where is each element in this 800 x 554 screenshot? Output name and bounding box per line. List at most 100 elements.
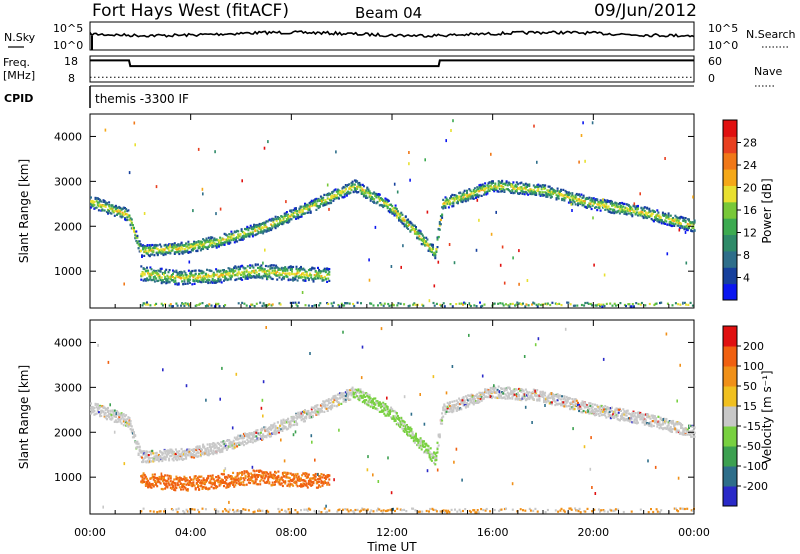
echo-cell	[270, 277, 273, 280]
echo-cell	[630, 212, 633, 215]
echo-cell	[134, 441, 137, 444]
echo-cell	[300, 415, 303, 419]
echo-cell	[590, 411, 593, 414]
echo-cell	[640, 301, 643, 305]
echo-cell	[322, 269, 325, 272]
echo-cell	[539, 390, 542, 393]
echo-cell	[139, 244, 142, 247]
echo-cell	[195, 277, 198, 280]
echo-cell	[195, 446, 198, 449]
echo-cell	[254, 264, 257, 267]
echo-cell	[591, 197, 594, 201]
echo-cell	[400, 220, 403, 223]
echo-cell	[684, 217, 687, 220]
echo-cell	[535, 391, 538, 394]
echo-cell	[246, 225, 249, 228]
echo-cell	[541, 303, 544, 306]
echo-cell	[225, 448, 228, 451]
echo-cell	[634, 206, 637, 210]
echo-cell	[409, 434, 412, 437]
echo-cell	[647, 215, 650, 218]
echo-cell	[191, 449, 194, 453]
echo-cell	[305, 415, 308, 418]
echo-cell	[281, 421, 284, 424]
echo-cell	[407, 227, 410, 230]
echo-cell	[237, 302, 240, 305]
echo-cell	[554, 190, 557, 193]
echo-cell	[413, 302, 416, 305]
echo-cell	[208, 269, 211, 272]
echo-cell	[355, 389, 357, 392]
echo-cell	[199, 447, 202, 451]
echo-cell	[157, 269, 160, 272]
echo-cell	[327, 272, 330, 275]
echo-cell	[317, 277, 319, 280]
echo-cell	[421, 445, 424, 448]
echo-cell	[481, 397, 484, 401]
echo-cell	[193, 456, 196, 459]
echo-cell	[178, 276, 181, 279]
echo-cell	[253, 305, 256, 308]
echo-cell	[160, 276, 163, 279]
echo-cell	[327, 407, 330, 410]
echo-cell	[520, 388, 523, 391]
echo-cell	[664, 219, 667, 222]
echo-cell	[304, 409, 306, 412]
echo-cell	[613, 212, 616, 215]
echo-cell	[317, 413, 320, 416]
echo-cell	[571, 192, 574, 195]
echo-cell	[384, 197, 387, 200]
echo-cell	[128, 423, 131, 426]
echo-cell	[272, 219, 275, 222]
echo-cell	[408, 220, 411, 223]
echo-cell	[556, 303, 558, 306]
echo-cell	[594, 411, 596, 414]
echo-cell	[347, 183, 350, 187]
echo-cell	[364, 189, 367, 192]
echo-cell	[464, 197, 467, 200]
echo-cell	[188, 250, 191, 254]
echo-cell	[155, 247, 158, 250]
echo-cell	[393, 409, 396, 413]
echo-cell	[258, 222, 261, 226]
echo-cell	[427, 449, 430, 452]
echo-cell	[423, 445, 425, 448]
echo-cell	[147, 456, 150, 460]
echo-cell	[430, 250, 433, 254]
echo-cell	[358, 183, 361, 186]
echo-cell	[419, 231, 422, 234]
echo-cell	[484, 191, 487, 194]
echo-cell	[308, 416, 311, 419]
echo-cell	[161, 271, 164, 275]
echo-cell	[527, 304, 530, 307]
echo-cell	[210, 304, 213, 307]
echo-cell	[255, 225, 258, 228]
echo-cell	[244, 434, 246, 437]
echo-cell	[322, 199, 325, 202]
echo-cell	[373, 198, 376, 201]
echo-cell	[592, 201, 595, 204]
echo-cell	[297, 268, 300, 271]
echo-cell	[222, 446, 225, 449]
echo-cell	[185, 275, 188, 278]
echo-cell	[606, 200, 609, 203]
echo-cell	[315, 271, 318, 274]
echo-cell	[161, 279, 164, 282]
echo-cell	[680, 222, 682, 225]
echo-cell	[488, 393, 491, 396]
echo-cell	[538, 397, 541, 400]
echo-cell	[509, 182, 511, 185]
echo-cell	[133, 229, 135, 232]
echo-cell	[521, 190, 524, 193]
echo-cell	[141, 244, 143, 248]
echo-cell	[164, 271, 167, 274]
echo-cell	[245, 228, 248, 231]
echo-cell	[143, 273, 146, 276]
echo-cell	[213, 444, 216, 447]
echo-cell	[164, 270, 167, 273]
echo-cell	[501, 391, 504, 394]
echo-cell	[99, 413, 102, 416]
echo-cell	[253, 226, 256, 229]
echo-cell	[203, 451, 206, 454]
echo-cell	[186, 450, 189, 453]
